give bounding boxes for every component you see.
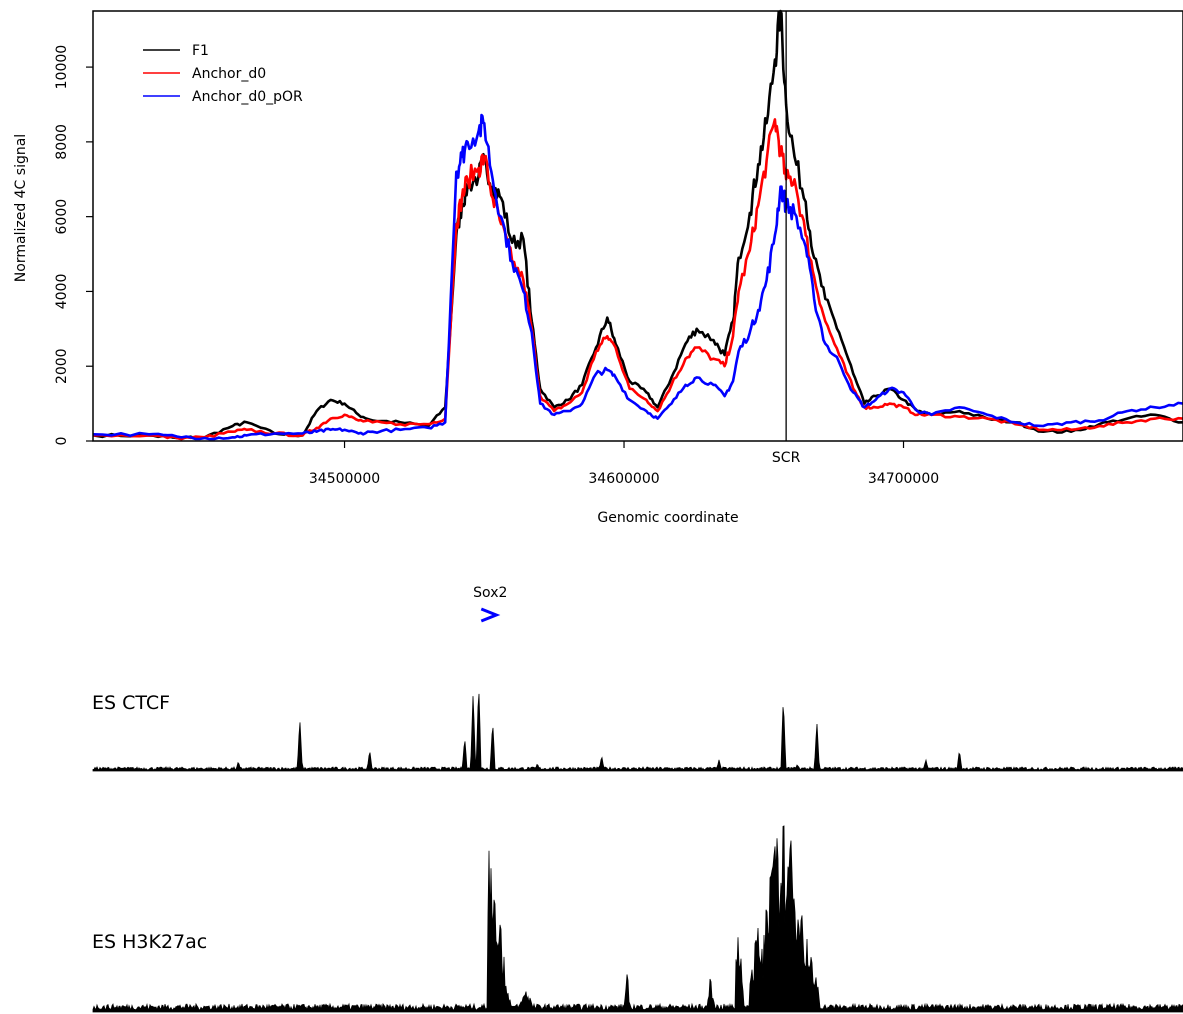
plot-frame — [92, 10, 1183, 442]
track-label-h3k27ac: ES H3K27ac — [92, 931, 207, 953]
series-lines — [92, 9, 1183, 441]
x-axis-ticks: 34500000 34600000 34700000 — [309, 441, 939, 487]
x-axis-label: Genomic coordinate — [597, 510, 738, 526]
y-axis-ticks: 0 2000 4000 6000 8000 10000 — [54, 45, 93, 446]
y-tick-label: 6000 — [54, 199, 70, 235]
legend-entry: Anchor_d0_pOR — [192, 89, 303, 105]
y-tick-label: 10000 — [54, 45, 70, 90]
series-line-anchor-d0-por — [92, 113, 1183, 441]
x-tick-label: 34500000 — [309, 471, 380, 487]
gene-label-sox2: Sox2 — [473, 585, 507, 601]
gene-annotation: Sox2 — [473, 585, 507, 623]
h3k27ac-signal — [92, 825, 1183, 1013]
y-axis-label: Normalized 4C signal — [13, 134, 29, 282]
series-line-anchor-d0 — [92, 118, 1183, 441]
x-tick-label: 34700000 — [868, 471, 939, 487]
track-es-ctcf: ES CTCF — [92, 692, 1183, 772]
y-tick-label: 4000 — [54, 274, 70, 310]
viewpoint-label: SCR — [772, 450, 801, 466]
legend: F1 Anchor_d0 Anchor_d0_pOR — [143, 43, 303, 105]
track-es-h3k27ac: ES H3K27ac — [92, 825, 1183, 1013]
y-tick-label: 0 — [54, 437, 70, 446]
4c-signal-plot: 34500000 34600000 34700000 0 2000 4000 6000 80… — [13, 9, 1183, 526]
legend-entry: F1 — [192, 43, 209, 59]
gene-strand-arrow-icon — [480, 607, 501, 623]
legend-entry: Anchor_d0 — [192, 66, 266, 82]
y-tick-label: 2000 — [54, 348, 70, 384]
track-label-ctcf: ES CTCF — [92, 692, 170, 714]
y-tick-label: 8000 — [54, 124, 70, 160]
series-line-f1 — [92, 9, 1183, 440]
x-tick-label: 34600000 — [588, 471, 659, 487]
ctcf-signal — [92, 693, 1183, 772]
